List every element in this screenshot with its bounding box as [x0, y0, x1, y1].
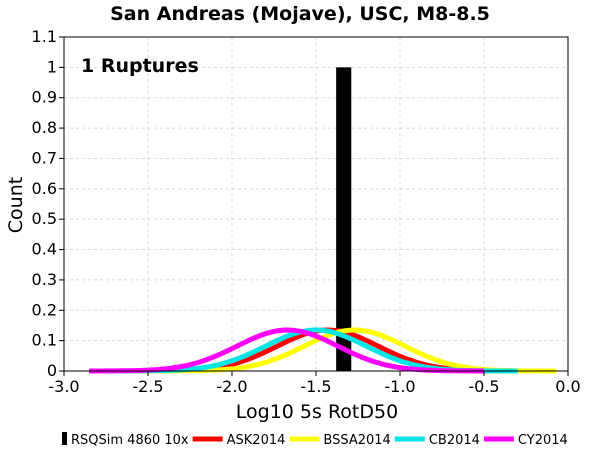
x-axis-label: Log10 5s RotD50 — [236, 401, 398, 423]
x-tick-label: -0.5 — [468, 377, 499, 396]
histogram-bar — [336, 67, 352, 371]
legend-label: RSQSim 4860 10x — [71, 433, 189, 448]
x-tick-label: 0.0 — [555, 377, 580, 396]
y-axis-label: Count — [5, 177, 27, 233]
legend-label: BSSA2014 — [323, 433, 390, 448]
y-tick-label: 0.4 — [32, 240, 57, 259]
y-tick-label: 1.1 — [32, 27, 57, 46]
legend: RSQSim 4860 10x ASK2014 BSSA2014 CB2014 CY20… — [62, 432, 568, 448]
chart-title: San Andreas (Mojave), USC, M8-8.5 — [110, 3, 490, 25]
axis-ticks: -3.0 -2.5 -2.0 -1.5 -1.0 -0.5 0.0 0 0.1 0.2 0.3 0.4… — [32, 27, 581, 396]
y-tick-label: 0.8 — [32, 118, 57, 137]
legend-label: CB2014 — [429, 433, 480, 448]
x-tick-label: -2.0 — [216, 377, 247, 396]
y-tick-label: 0.2 — [32, 300, 57, 319]
y-tick-label: 0.1 — [32, 331, 57, 350]
legend-label: ASK2014 — [227, 433, 286, 448]
x-tick-label: -3.0 — [48, 377, 79, 396]
legend-label: CY2014 — [518, 433, 568, 448]
y-tick-label: 0.5 — [32, 209, 57, 228]
y-tick-label: 0.6 — [32, 179, 57, 198]
legend-swatch — [62, 432, 67, 445]
grid-lines — [64, 37, 568, 371]
x-tick-label: -1.0 — [384, 377, 415, 396]
y-tick-label: 0.3 — [32, 270, 57, 289]
ruptures-annotation: 1 Ruptures — [81, 55, 199, 77]
y-tick-label: 1 — [47, 57, 57, 76]
y-tick-label: 0.9 — [32, 88, 57, 107]
x-tick-label: -2.5 — [132, 377, 163, 396]
x-tick-label: -1.5 — [300, 377, 331, 396]
series-line-cy2014 — [89, 327, 484, 374]
y-tick-label: 0 — [47, 361, 57, 380]
y-tick-label: 0.7 — [32, 148, 57, 167]
